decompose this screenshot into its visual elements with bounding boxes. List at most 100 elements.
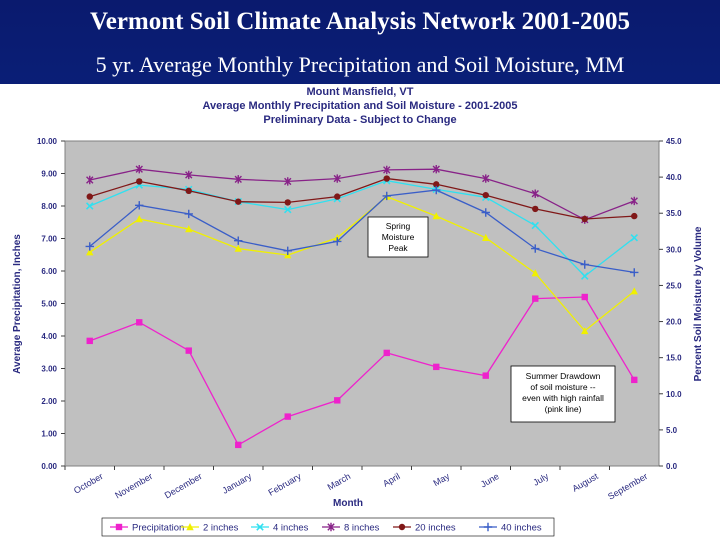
y-right-tick-label: 35.0 [666, 209, 682, 218]
data-point [86, 337, 93, 345]
slide-title: Vermont Soil Climate Analysis Network 20… [89, 8, 631, 35]
data-point [433, 181, 440, 188]
data-point [580, 272, 589, 280]
data-point [383, 165, 391, 175]
data-point [630, 268, 639, 277]
y-left-tick-label: 2.00 [41, 397, 57, 406]
chart-title-line-2: Average Monthly Precipitation and Soil M… [202, 100, 517, 112]
data-point [531, 221, 540, 230]
data-point [85, 242, 94, 251]
legend-label: 2 inches [203, 523, 239, 534]
data-point [327, 522, 335, 532]
data-point [334, 193, 341, 200]
precipitation-soil-moisture-chart: Mount Mansfield, VT Average Monthly Prec… [0, 84, 720, 540]
annotation-summer-drawdown: Summer Drawdown of soil moisture -- even… [510, 365, 616, 423]
data-point [234, 175, 242, 184]
data-point [234, 236, 243, 245]
data-point [481, 208, 490, 217]
y-right-tick-label: 20.0 [666, 318, 682, 327]
data-point [382, 191, 391, 201]
data-point [136, 178, 143, 185]
legend-item: Precipitation [110, 523, 184, 534]
chart-title-line-3: Preliminary Data - Subject to Change [263, 114, 456, 126]
legend-label: 40 inches [501, 523, 542, 534]
data-point [532, 295, 539, 302]
annotation-spring-moisture-peak: Spring Moisture Peak [367, 216, 429, 258]
data-point [631, 212, 638, 220]
chart-title: Mount Mansfield, VT Average Monthly Prec… [202, 86, 517, 126]
series-precipitation [86, 293, 638, 449]
data-point [284, 177, 292, 186]
legend-label: 8 inches [344, 523, 380, 534]
data-point [630, 287, 638, 295]
y-left-tick-label: 0.00 [41, 462, 57, 471]
y-left-tick-label: 3.00 [41, 365, 57, 374]
data-point [482, 233, 490, 241]
data-point [432, 212, 440, 220]
series-8-inches [86, 164, 638, 224]
y-left-tick-label: 6.00 [41, 267, 57, 276]
legend: Precipitation 2 inches 4 inches 8 inches 20 … [101, 517, 555, 537]
series-line [89, 177, 635, 220]
data-point [186, 523, 194, 531]
data-point [85, 202, 94, 210]
data-point [482, 191, 489, 199]
y-axis-left-label: Average Precipitation, Inches [12, 234, 23, 374]
y-left-tick-label: 7.00 [41, 235, 57, 244]
legend-item: 20 inches [393, 523, 456, 534]
series-20-inches [86, 175, 638, 223]
data-point [135, 164, 143, 174]
annotation-summer-line-2: of soil moisture -- [530, 382, 595, 392]
y-right-tick-label: 10.0 [666, 390, 682, 399]
data-point [86, 248, 94, 256]
data-point [115, 523, 123, 531]
y-right-tick-label: 45.0 [666, 137, 682, 146]
y-right-tick-label: 5.0 [666, 426, 678, 435]
legend-label: 20 inches [415, 523, 456, 534]
data-point [136, 319, 143, 326]
data-point [283, 205, 292, 214]
data-point [235, 441, 242, 449]
data-point [283, 246, 292, 255]
series-line [89, 168, 635, 221]
data-point [383, 175, 390, 182]
data-point [531, 244, 540, 253]
y-left-tick-label: 1.00 [41, 430, 57, 439]
data-point [580, 260, 589, 269]
slide-subtitle: 5 yr. Average Monthly Precipitation and … [95, 52, 625, 77]
legend-item: 40 inches [479, 523, 542, 534]
data-point [185, 225, 193, 233]
data-point [333, 174, 341, 183]
data-point [284, 413, 291, 420]
annotation-summer-line-3: even with high rainfall [522, 393, 604, 403]
y-left-tick-label: 4.00 [41, 332, 57, 341]
annotation-summer-line-1: Summer Drawdown [526, 371, 601, 381]
data-point [234, 244, 242, 252]
legend-label: 4 inches [273, 523, 309, 534]
annotation-spring-line-3: Peak [388, 243, 408, 253]
data-point [482, 174, 490, 183]
data-point [532, 205, 539, 213]
data-point [581, 215, 588, 223]
series-40-inches [85, 185, 639, 277]
data-point [185, 347, 192, 354]
data-point [483, 522, 493, 532]
data-point [256, 523, 264, 531]
annotation-spring-line-2: Moisture [382, 232, 415, 242]
y-left-tick-label: 10.00 [37, 137, 58, 146]
data-point [185, 170, 193, 180]
legend-item: 8 inches [322, 523, 380, 534]
series-2-inches [86, 192, 638, 335]
annotation-spring-line-1: Spring [386, 221, 411, 231]
y-right-tick-label: 15.0 [666, 354, 682, 363]
data-point [184, 209, 193, 219]
data-point [531, 269, 539, 277]
data-point [581, 293, 588, 301]
data-point [631, 376, 638, 384]
data-point [398, 523, 406, 531]
data-point [135, 215, 143, 223]
y-left-tick-label: 8.00 [41, 202, 57, 211]
series-line [89, 195, 635, 332]
series-line [89, 296, 635, 446]
data-point [334, 397, 341, 404]
